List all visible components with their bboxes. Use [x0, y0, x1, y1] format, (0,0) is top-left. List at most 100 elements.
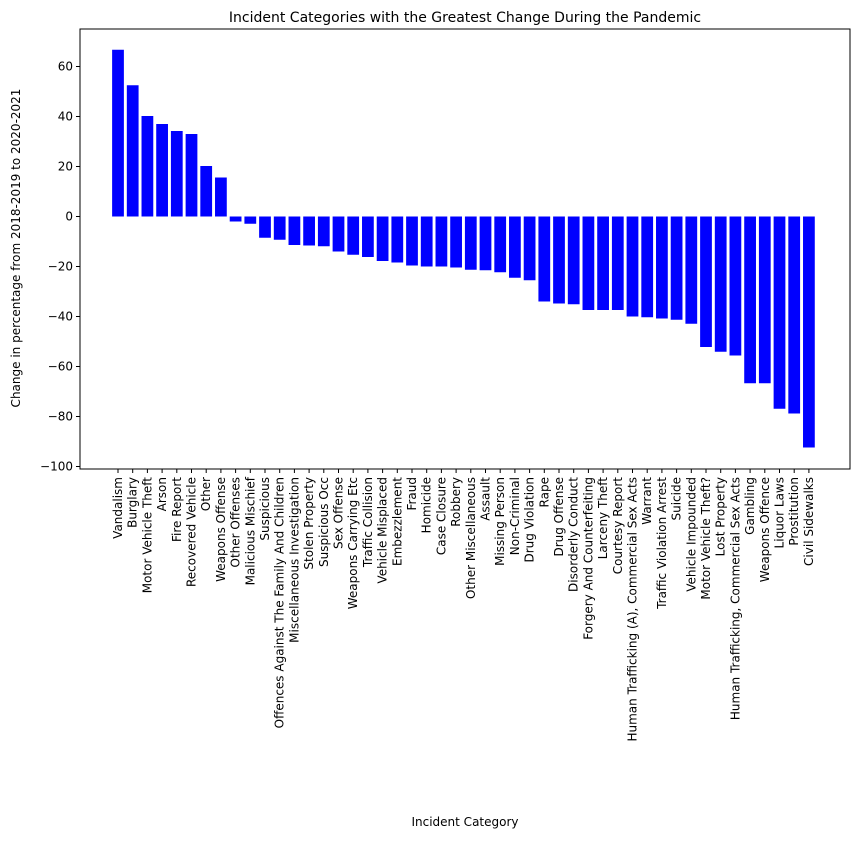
bar-lost-property — [714, 216, 727, 352]
x-tick-label: Courtesy Report — [611, 477, 625, 575]
x-tick-label: Prostitution — [787, 477, 801, 546]
x-tick-label: Vehicle Impounded — [684, 477, 698, 592]
bar-stolen-property — [303, 216, 315, 246]
x-tick-label: Miscellaneous Investigation — [287, 477, 301, 643]
x-tick-label: Warrant — [640, 477, 654, 525]
bar-motor-vehicle-theft — [700, 216, 712, 347]
bar-other-miscellaneous — [464, 216, 477, 270]
x-tick-label: Fraud — [405, 477, 419, 511]
bar-case-closure — [435, 216, 448, 267]
y-tick-label: −80 — [48, 410, 73, 424]
chart-title: Incident Categories with the Greatest Ch… — [229, 10, 701, 26]
x-tick-label: Weapons Carrying Etc — [346, 477, 360, 609]
bar-sex-offense — [332, 216, 345, 252]
bar-prostitution — [788, 216, 801, 414]
x-tick-label: Liquor Laws — [773, 477, 787, 548]
bar-other-offenses — [229, 216, 242, 222]
x-tick-label: Human Trafficking (A), Commercial Sex Ac… — [626, 477, 640, 742]
x-tick-label: Suspicious Occ — [317, 477, 331, 567]
bar-drug-offense — [553, 216, 565, 304]
x-tick-label: Motor Vehicle Theft? — [699, 477, 713, 600]
bar-robbery — [450, 216, 462, 268]
x-tick-label: Traffic Violation Arrest — [655, 477, 669, 610]
bar-weapons-offence — [758, 216, 771, 384]
bar-missing-person — [494, 216, 507, 273]
bar-miscellaneous-investigation — [288, 216, 301, 245]
bar-traffic-collision — [362, 216, 374, 257]
bar-disorderly-conduct — [567, 216, 580, 305]
x-axis: Vandalism Burglary Motor Vehicle Theft Arso… — [111, 469, 816, 742]
x-tick-label: Weapons Offence — [758, 477, 772, 582]
bar-forgery-and-counterfeiting — [582, 216, 595, 310]
bar-offences-against-the-family-and-children — [273, 216, 286, 240]
bar-homicide — [420, 216, 433, 267]
bar-human-trafficking-commercial-sex-acts — [729, 216, 742, 356]
bar-other — [200, 166, 213, 217]
y-tick-label: −40 — [48, 310, 73, 324]
x-tick-label: Other Offenses — [229, 477, 243, 567]
x-tick-label: Recovered Vehicle — [185, 477, 199, 587]
bar-suicide — [670, 216, 683, 320]
y-tick-label: 60 — [58, 60, 73, 74]
x-tick-label: Larceny Theft — [596, 477, 610, 560]
x-tick-label: Forgery And Counterfeiting — [581, 477, 595, 640]
bar-courtesy-report — [611, 216, 624, 310]
x-tick-label: Suicide — [670, 477, 684, 521]
bar-suspicious — [259, 216, 271, 238]
bar-embezzlement — [391, 216, 404, 263]
x-tick-label: Drug Violation — [523, 477, 537, 563]
x-tick-label: Vandalism — [111, 477, 125, 539]
y-tick-label: 40 — [58, 110, 73, 124]
x-axis-label: Incident Category — [411, 815, 518, 829]
x-tick-label: Stolen Property — [302, 477, 316, 570]
x-tick-label: Homicide — [420, 477, 434, 533]
bar-larceny-theft — [597, 216, 609, 310]
y-axis-label: Change in percentage from 2018-2019 to 2… — [9, 89, 23, 408]
x-tick-label: Burglary — [126, 477, 140, 528]
x-tick-label: Weapons Offense — [214, 477, 228, 582]
x-tick-label: Drug Offense — [552, 477, 566, 557]
bar-assault — [479, 216, 492, 271]
x-tick-label: Missing Person — [493, 477, 507, 566]
bar-suspicious-occ — [317, 216, 330, 247]
bar-fraud — [406, 216, 418, 266]
y-tick-label: −20 — [48, 260, 73, 274]
bar-warrant — [641, 216, 654, 318]
x-tick-label: Fire Report — [170, 477, 184, 542]
bar-weapons-carrying-etc — [347, 216, 360, 255]
bar-non-criminal — [509, 216, 521, 278]
x-tick-label: Suspicious — [258, 477, 272, 541]
x-tick-label: Human Trafficking, Commercial Sex Acts — [728, 477, 742, 720]
x-tick-label: Gambling — [743, 477, 757, 535]
x-tick-label: Arson — [155, 477, 169, 511]
bar-civil-sidewalks — [803, 216, 815, 448]
bar-traffic-violation-arrest — [656, 216, 668, 319]
bar-motor-vehicle-theft — [141, 116, 154, 217]
y-axis: −100 −80 −60 −40 −20 0 20 40 60 — [40, 60, 80, 474]
x-tick-label: Other Miscellaneous — [464, 477, 478, 599]
x-tick-label: Traffic Collision — [361, 477, 375, 568]
y-tick-label: −60 — [48, 360, 73, 374]
bar-rape — [538, 216, 551, 302]
x-tick-label: Assault — [479, 477, 493, 521]
x-tick-label: Rape — [537, 477, 551, 507]
bar-liquor-laws — [773, 216, 786, 409]
bar-vandalism — [112, 49, 124, 217]
x-tick-label: Offences Against The Family And Children — [273, 477, 287, 728]
x-tick-label: Non-Criminal — [508, 477, 522, 555]
bar-burglary — [126, 85, 139, 217]
x-tick-label: Embezzlement — [390, 477, 404, 566]
bars-group — [112, 49, 815, 448]
bar-drug-violation — [523, 216, 536, 281]
bar-gambling — [744, 216, 756, 384]
x-tick-label: Lost Property — [714, 477, 728, 556]
bar-human-trafficking-a-commercial-sex-acts — [626, 216, 639, 317]
y-tick-label: 20 — [58, 160, 73, 174]
bar-vehicle-impounded — [685, 216, 698, 324]
y-tick-label: −100 — [40, 460, 73, 474]
x-tick-label: Malicious Mischief — [243, 476, 257, 585]
bar-vehicle-misplaced — [376, 216, 389, 261]
bar-fire-report — [170, 131, 183, 217]
bar-recovered-vehicle — [185, 134, 198, 217]
